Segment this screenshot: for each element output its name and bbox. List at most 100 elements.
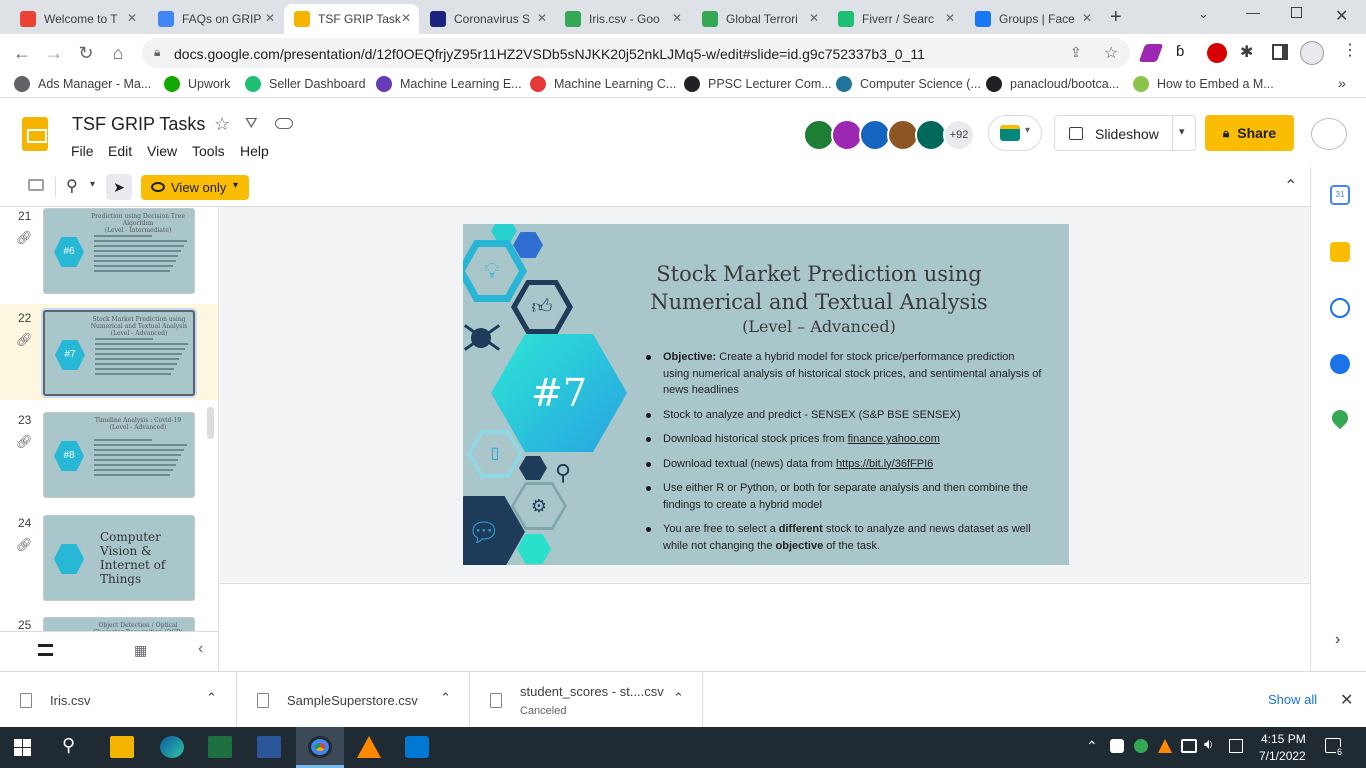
slide-thumbnail[interactable]: Stock Market Prediction using Numerical … [43,310,195,396]
speaker-notes[interactable] [220,583,1310,671]
link-icon[interactable]: 🔗︎ [16,230,33,245]
browser-tab[interactable]: Global Terrori ✕ [692,4,827,34]
slides-logo-icon[interactable] [22,117,48,151]
chevron-up-icon[interactable]: ⌃ [440,690,451,705]
search-icon[interactable]: ⚲ [62,735,76,755]
browser-tab[interactable]: TSF GRIP Task ✕ [284,4,419,34]
slide-thumbnail[interactable]: Timeline Analysis : Covid-19 (Level - Adv… [43,412,195,498]
slideshow-button[interactable]: Slideshow ▾ [1054,115,1196,151]
close-tab-icon[interactable]: ✕ [126,11,137,25]
clock-date[interactable]: 7/1/2022 [1259,749,1306,763]
show-hidden-icons-icon[interactable]: ⌃ [1086,738,1098,754]
keep-icon[interactable] [1330,242,1350,262]
chevron-up-icon[interactable]: ⌃ [673,690,684,705]
bookmark-item[interactable]: Machine Learning E... [376,76,522,92]
star-icon[interactable]: ☆ [214,114,231,134]
lock-icon[interactable]: 🔒︎ [154,45,161,59]
zoom-chevron-icon[interactable]: ▾ [90,179,96,190]
tray-vlc-icon[interactable] [1158,739,1172,753]
close-tab-icon[interactable]: ✕ [671,11,682,25]
minimize-icon[interactable]: — [1246,4,1260,20]
close-window-icon[interactable]: ✕ [1335,8,1349,25]
slide-thumbnail[interactable]: Object Detection / Optical Character Rec… [43,617,195,631]
close-tab-icon[interactable]: ✕ [1081,11,1092,25]
menu-edit[interactable]: Edit [108,143,133,159]
menu-help[interactable]: Help [240,143,269,159]
collaborator-avatar[interactable] [859,119,891,151]
new-tab-icon[interactable]: + [1110,6,1122,28]
close-tab-icon[interactable]: ✕ [264,11,275,25]
browser-tab[interactable]: Iris.csv - Goo ✕ [555,4,690,34]
link-icon[interactable]: 🔗︎ [16,434,33,449]
expand-panel-icon[interactable]: › [1335,631,1341,648]
share-button[interactable]: 🔒︎ Share [1205,115,1294,151]
contacts-icon[interactable] [1330,354,1350,374]
meet-button[interactable]: ▾ [988,115,1042,151]
vlc-icon[interactable] [357,736,381,758]
windows-start-icon[interactable] [14,739,31,756]
browser-tab[interactable]: Fiverr / Searc ✕ [828,4,963,34]
collapse-filmstrip-icon[interactable]: ‹ [198,640,204,657]
filmstrip-view-icon[interactable] [38,644,53,656]
chrome-icon[interactable] [308,736,332,758]
link-icon[interactable]: 🔗︎ [16,537,33,552]
browser-tab[interactable]: Coronavirus S ✕ [420,4,555,34]
browser-tab[interactable]: Groups | Face ✕ [965,4,1100,34]
bookmark-item[interactable]: Machine Learning C... [530,76,676,92]
show-all-downloads-link[interactable]: Show all [1268,692,1318,707]
vscode-icon[interactable] [405,736,429,758]
slide-thumbnail[interactable]: Computer Vision & Internet of Things [43,515,195,601]
close-tab-icon[interactable]: ✕ [808,11,819,25]
cloud-status-icon[interactable] [275,118,293,129]
close-download-bar-icon[interactable]: ✕ [1340,692,1354,709]
more-collaborators-badge[interactable]: +92 [943,119,975,151]
bookmark-item[interactable]: Upwork [164,76,230,92]
notifications-icon[interactable] [1325,738,1341,753]
collapse-menus-icon[interactable]: ⌃ [1284,178,1298,195]
close-tab-icon[interactable]: ✕ [944,11,955,25]
menu-file[interactable]: File [71,143,94,159]
move-to-drive-icon[interactable]: ⛛ [245,115,258,132]
omnibox[interactable]: 🔒︎ docs.google.com/presentation/d/12f0OE… [142,38,1130,68]
profile-avatar[interactable] [1300,41,1324,65]
back-icon[interactable]: ← [13,43,31,63]
menu-tools[interactable]: Tools [192,143,225,159]
collaborator-avatar[interactable] [803,119,835,151]
bookmark-item[interactable]: Ads Manager - Ma... [14,76,151,92]
chevron-down-icon[interactable]: ▾ [1179,126,1185,138]
home-icon[interactable]: ⌂ [112,43,124,63]
maps-icon[interactable] [1328,406,1352,430]
maximize-icon[interactable] [1291,7,1302,18]
side-panel-icon[interactable] [1272,44,1288,60]
collaborator-avatar[interactable] [915,119,947,151]
menu-view[interactable]: View [147,143,178,159]
zoom-icon[interactable]: ⚲ [66,178,78,195]
bookmark-item[interactable]: panacloud/bootca... [986,76,1119,92]
bookmark-item[interactable]: PPSC Lecturer Com... [684,76,832,92]
reload-icon[interactable]: ↻ [78,43,94,63]
excel-icon[interactable] [208,736,232,758]
print-icon[interactable] [28,179,44,191]
tray-app-icon[interactable] [1134,739,1148,753]
file-explorer-icon[interactable] [110,736,134,758]
share-page-icon[interactable]: ⇪ [1070,44,1082,60]
extensions-puzzle-icon[interactable]: ✱ [1240,44,1254,61]
calendar-icon[interactable]: 31 [1330,185,1350,205]
clock-time[interactable]: 4:15 PM [1261,732,1306,746]
tab-search-icon[interactable]: ⌄ [1198,6,1209,21]
close-tab-icon[interactable]: ✕ [536,11,547,25]
extension-adblock-icon[interactable] [1207,43,1227,63]
close-tab-icon[interactable]: ✕ [400,11,411,25]
network-tray-icon[interactable] [1181,739,1197,753]
tray-app-icon[interactable] [1110,739,1124,753]
account-avatar[interactable] [1311,118,1347,150]
forward-icon[interactable]: → [45,43,63,63]
download-item[interactable]: SampleSuperstore.csv ⌃ [237,672,470,728]
collaborator-avatar[interactable] [831,119,863,151]
filmstrip-scrollbar[interactable] [207,407,214,439]
chevron-up-icon[interactable]: ⌃ [206,690,217,705]
more-bookmarks-icon[interactable]: » [1338,75,1346,91]
keyboard-lang-icon[interactable] [1229,739,1243,753]
edge-icon[interactable] [160,736,184,758]
slide-thumbnail[interactable]: Prediction using Decision Tree Algorithm… [43,208,195,294]
